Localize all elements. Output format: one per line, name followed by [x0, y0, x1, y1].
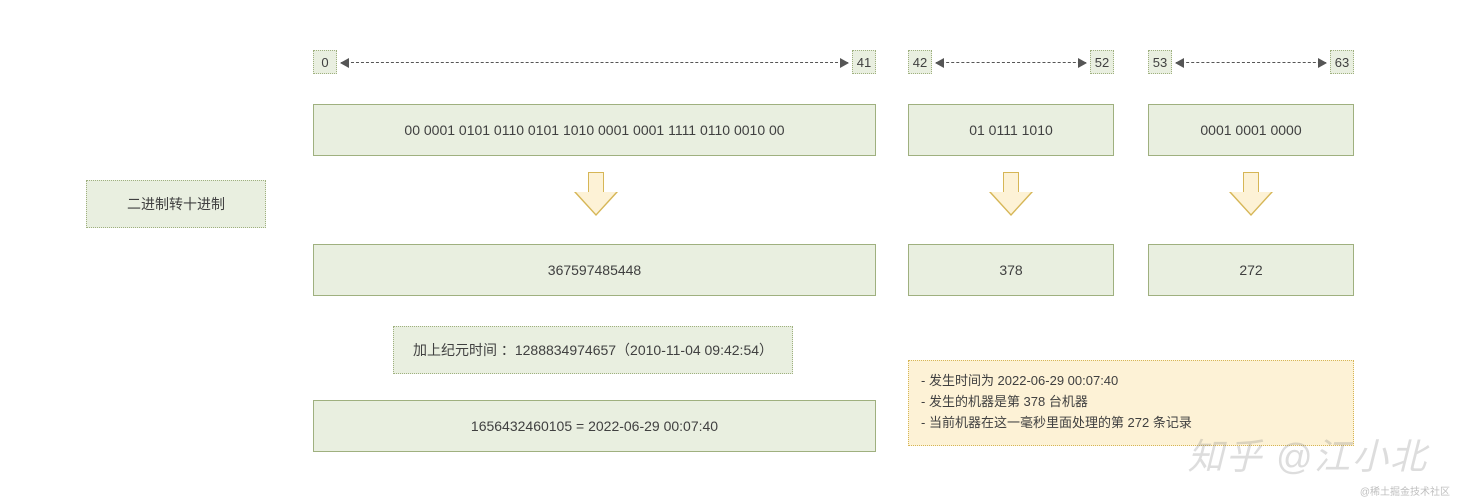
bit-start-2: 42: [908, 50, 932, 74]
bit-start-3: 53: [1148, 50, 1172, 74]
timestamp-result: 1656432460105 = 2022-06-29 00:07:40: [313, 400, 876, 452]
decimal-col3: 272: [1148, 244, 1354, 296]
binary-col1: 00 0001 0101 0110 0101 1010 0001 0001 11…: [313, 104, 876, 156]
epoch-note: 加上纪元时间 ：1288834974657（2010-11-04 09:42:5…: [393, 326, 793, 374]
decimal-col2: 378: [908, 244, 1114, 296]
footer-attribution: @稀土掘金技术社区: [1360, 483, 1450, 498]
arrow-col3: [1229, 172, 1273, 216]
bit-range-line-1: [341, 62, 848, 63]
summary-box: - 发生时间为 2022-06-29 00:07:40 - 发生的机器是第 37…: [908, 360, 1354, 446]
summary-line-2: - 发生的机器是第 378 台机器: [921, 392, 1341, 413]
bit-end-3: 63: [1330, 50, 1354, 74]
binary-col2: 01 0111 1010: [908, 104, 1114, 156]
sidebar-label: 二进制转十进制: [86, 180, 266, 228]
bit-end-1: 41: [852, 50, 876, 74]
bit-range-line-3: [1176, 62, 1326, 63]
bit-start-1: 0: [313, 50, 337, 74]
summary-line-3: - 当前机器在这一毫秒里面处理的第 272 条记录: [921, 413, 1341, 434]
arrow-col2: [989, 172, 1033, 216]
decimal-col1: 367597485448: [313, 244, 876, 296]
summary-line-1: - 发生时间为 2022-06-29 00:07:40: [921, 371, 1341, 392]
arrow-col1: [574, 172, 618, 216]
diagram-canvas: 0 41 42 52 53 63 00 0001 0101 0110 0101 …: [0, 0, 1458, 500]
bit-range-line-2: [936, 62, 1086, 63]
bit-end-2: 52: [1090, 50, 1114, 74]
binary-col3: 0001 0001 0000: [1148, 104, 1354, 156]
